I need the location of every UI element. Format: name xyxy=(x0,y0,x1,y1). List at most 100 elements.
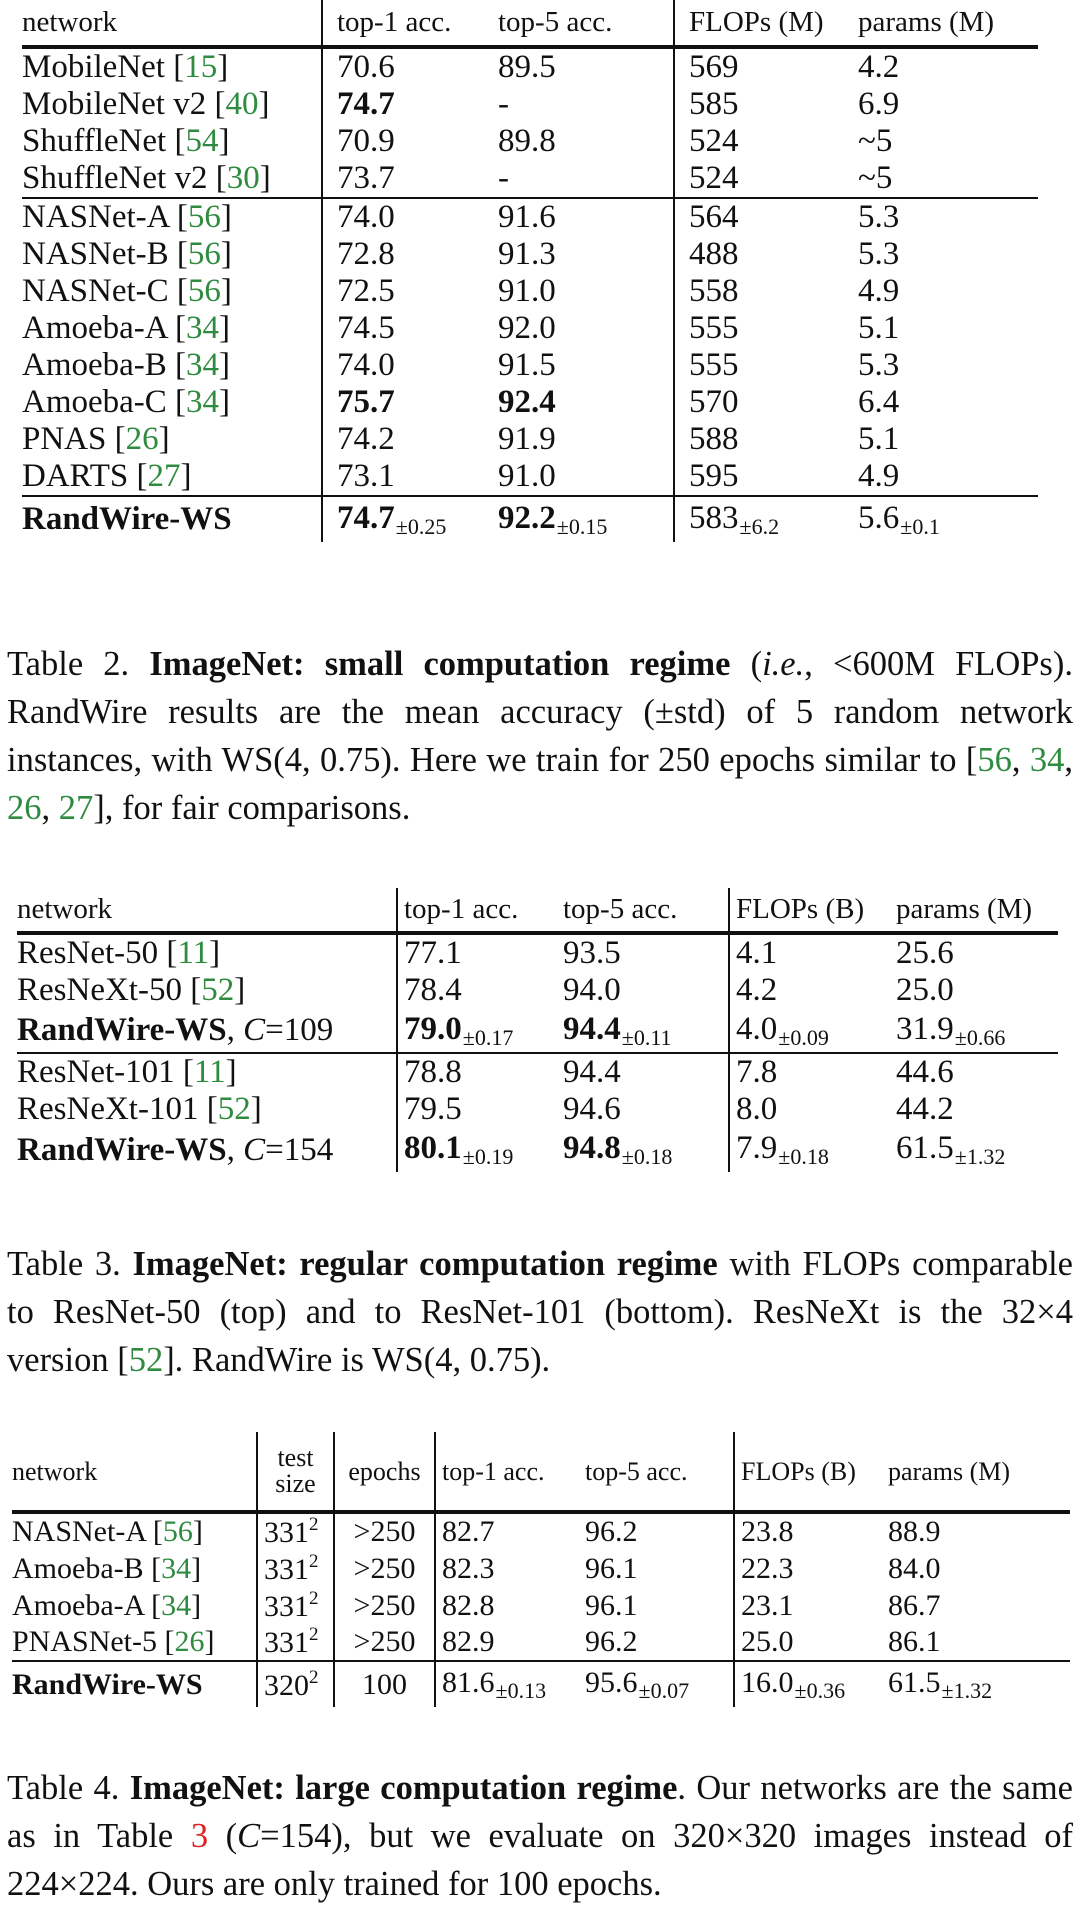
epochs-value: >250 xyxy=(353,1551,416,1585)
cell-top5-value: 91.9 xyxy=(498,421,556,457)
citation-link[interactable]: 11 xyxy=(177,935,210,971)
cell-flops: 524 xyxy=(673,123,858,160)
cell-top5: 96.1 xyxy=(585,1550,734,1587)
citation-link[interactable]: 15 xyxy=(184,49,218,85)
table-row: PNASNet-5 [26] 3312 >250 82.9 96.2 25.0 86.1 xyxy=(12,1624,1070,1662)
cell-flops-value: 22.3 xyxy=(741,1551,794,1585)
table-ref-link[interactable]: 3 xyxy=(190,1817,209,1855)
cell-top5-value: 96.1 xyxy=(585,1588,638,1622)
col-top5: top-5 acc. xyxy=(585,1432,734,1514)
cell-top5-std: ±0.07 xyxy=(638,1677,690,1703)
c-value: =109 xyxy=(265,1012,334,1048)
citation-link[interactable]: 52 xyxy=(217,1091,251,1127)
citation-link[interactable]: 34 xyxy=(1029,741,1065,779)
citation-link[interactable]: 34 xyxy=(186,384,220,420)
citation-link[interactable]: 34 xyxy=(161,1588,192,1622)
citation-link[interactable]: 40 xyxy=(225,86,259,122)
cell-params-value: 88.9 xyxy=(888,1515,941,1548)
citation-link[interactable]: 56 xyxy=(187,236,221,272)
cell-flops: 488 xyxy=(673,236,858,273)
citation-link[interactable]: 56 xyxy=(187,199,221,235)
cell-top1-value: 74.0 xyxy=(337,199,395,235)
citation-link[interactable]: 26 xyxy=(174,1625,205,1658)
cell-params-value: 6.9 xyxy=(858,86,900,122)
table-row: ShuffleNet v2 [30] 73.7 - 524 ~5 xyxy=(22,160,1038,199)
cell-network: Amoeba-B [34] xyxy=(12,1551,202,1585)
size-value: 331 xyxy=(264,1552,309,1586)
cell-flops-value: 555 xyxy=(689,310,739,346)
cell-top1-std: ±0.19 xyxy=(462,1144,514,1169)
cell-flops: 558 xyxy=(673,273,858,310)
citation-link[interactable]: 26 xyxy=(7,789,42,827)
cell-top1-std: ±0.17 xyxy=(462,1024,514,1050)
network-name: RandWire-WS xyxy=(12,1667,203,1701)
cell-network: NASNet-B [56] xyxy=(22,236,232,272)
size-value: 331 xyxy=(264,1589,309,1623)
cell-top5: 91.3 xyxy=(498,236,674,273)
cell-params: 4.9 xyxy=(858,273,1038,310)
table-row: Amoeba-C [34] 75.7 92.4 570 6.4 xyxy=(22,384,1038,421)
citation-link[interactable]: 34 xyxy=(161,1551,192,1585)
cell-params: 5.6±0.1 xyxy=(858,496,1038,542)
table-row: Amoeba-A [34] 74.5 92.0 555 5.1 xyxy=(22,310,1038,347)
caption-bold: ImageNet: small computation regime xyxy=(149,645,731,683)
table-4: network test size epochs top-1 acc. top-5… xyxy=(12,1432,1070,1707)
cell-flops-value: 564 xyxy=(689,199,739,235)
cell-flops: 4.0±0.09 xyxy=(728,1009,896,1054)
cell-top5-std: ±0.15 xyxy=(556,513,608,539)
col-params: params (M) xyxy=(858,0,1038,49)
cell-params: 88.9 xyxy=(888,1512,1070,1550)
cell-network: DARTS [27] xyxy=(22,458,322,497)
size-value: 331 xyxy=(264,1626,309,1659)
cell-params-std: ±0.1 xyxy=(900,513,940,539)
c-symbol: C xyxy=(243,1012,266,1048)
citation-link[interactable]: 27 xyxy=(147,458,181,494)
col-flops: FLOPs (B) xyxy=(733,1432,888,1514)
citation-link[interactable]: 56 xyxy=(162,1515,193,1548)
size-exponent: 2 xyxy=(309,1587,319,1609)
col-test-size: test size xyxy=(256,1432,334,1514)
cell-top1: 73.7 xyxy=(321,160,498,199)
cell-flops-value: 16.0 xyxy=(741,1665,794,1699)
cell-params: 86.1 xyxy=(888,1624,1070,1662)
cell-top5-value: - xyxy=(498,86,509,122)
cell-test-size: 3312 xyxy=(256,1624,334,1662)
citation-link[interactable]: 52 xyxy=(128,1341,164,1379)
citation-link[interactable]: 54 xyxy=(185,123,219,159)
citation-link[interactable]: 30 xyxy=(226,160,260,196)
cell-top1-std: ±0.13 xyxy=(495,1677,547,1703)
cell-flops-value: 7.9 xyxy=(736,1130,778,1166)
cell-network: ResNet-50 [11] xyxy=(17,935,221,971)
citation-link[interactable]: 26 xyxy=(125,421,159,457)
cell-flops: 23.1 xyxy=(733,1587,888,1624)
cell-flops: 569 xyxy=(673,47,858,86)
cell-flops-value: 583 xyxy=(689,499,739,536)
size-value: 331 xyxy=(264,1516,309,1549)
cell-flops: 7.8 xyxy=(728,1053,896,1091)
cell-top1-value: 75.7 xyxy=(337,384,395,420)
cell-top1-value: 74.0 xyxy=(337,347,395,383)
cell-top1-value: 72.5 xyxy=(337,273,395,309)
table-row: ResNet-101 [11] 78.8 94.4 7.8 44.6 xyxy=(17,1053,1058,1091)
citation-link[interactable]: 27 xyxy=(58,789,94,827)
cell-params: 31.9±0.66 xyxy=(896,1009,1058,1054)
caption-italic: i.e. xyxy=(762,645,805,683)
cell-top1-value: 70.9 xyxy=(337,123,395,159)
cell-top1-value: 81.6 xyxy=(442,1665,495,1699)
caption-bold: ImageNet: large computation regime xyxy=(129,1769,678,1807)
cell-flops: 570 xyxy=(673,384,858,421)
cell-flops-value: 4.0 xyxy=(736,1010,778,1047)
cell-top1-value: 78.8 xyxy=(404,1054,462,1090)
citation-link[interactable]: 34 xyxy=(186,347,220,383)
citation-link[interactable]: 56 xyxy=(187,273,221,309)
citation-link[interactable]: 52 xyxy=(201,972,235,1008)
network-name: ResNeXt-50 xyxy=(17,972,182,1008)
cell-params-value: 5.3 xyxy=(858,236,900,272)
network-name: Amoeba-A xyxy=(22,310,167,346)
cell-params-value: 5.3 xyxy=(858,199,900,235)
citation-link[interactable]: 56 xyxy=(977,741,1012,779)
cell-top5-value: 93.5 xyxy=(563,935,621,971)
citation-link[interactable]: 11 xyxy=(193,1054,226,1090)
citation-link[interactable]: 34 xyxy=(186,310,220,346)
cell-params: 61.5±1.32 xyxy=(896,1128,1058,1172)
